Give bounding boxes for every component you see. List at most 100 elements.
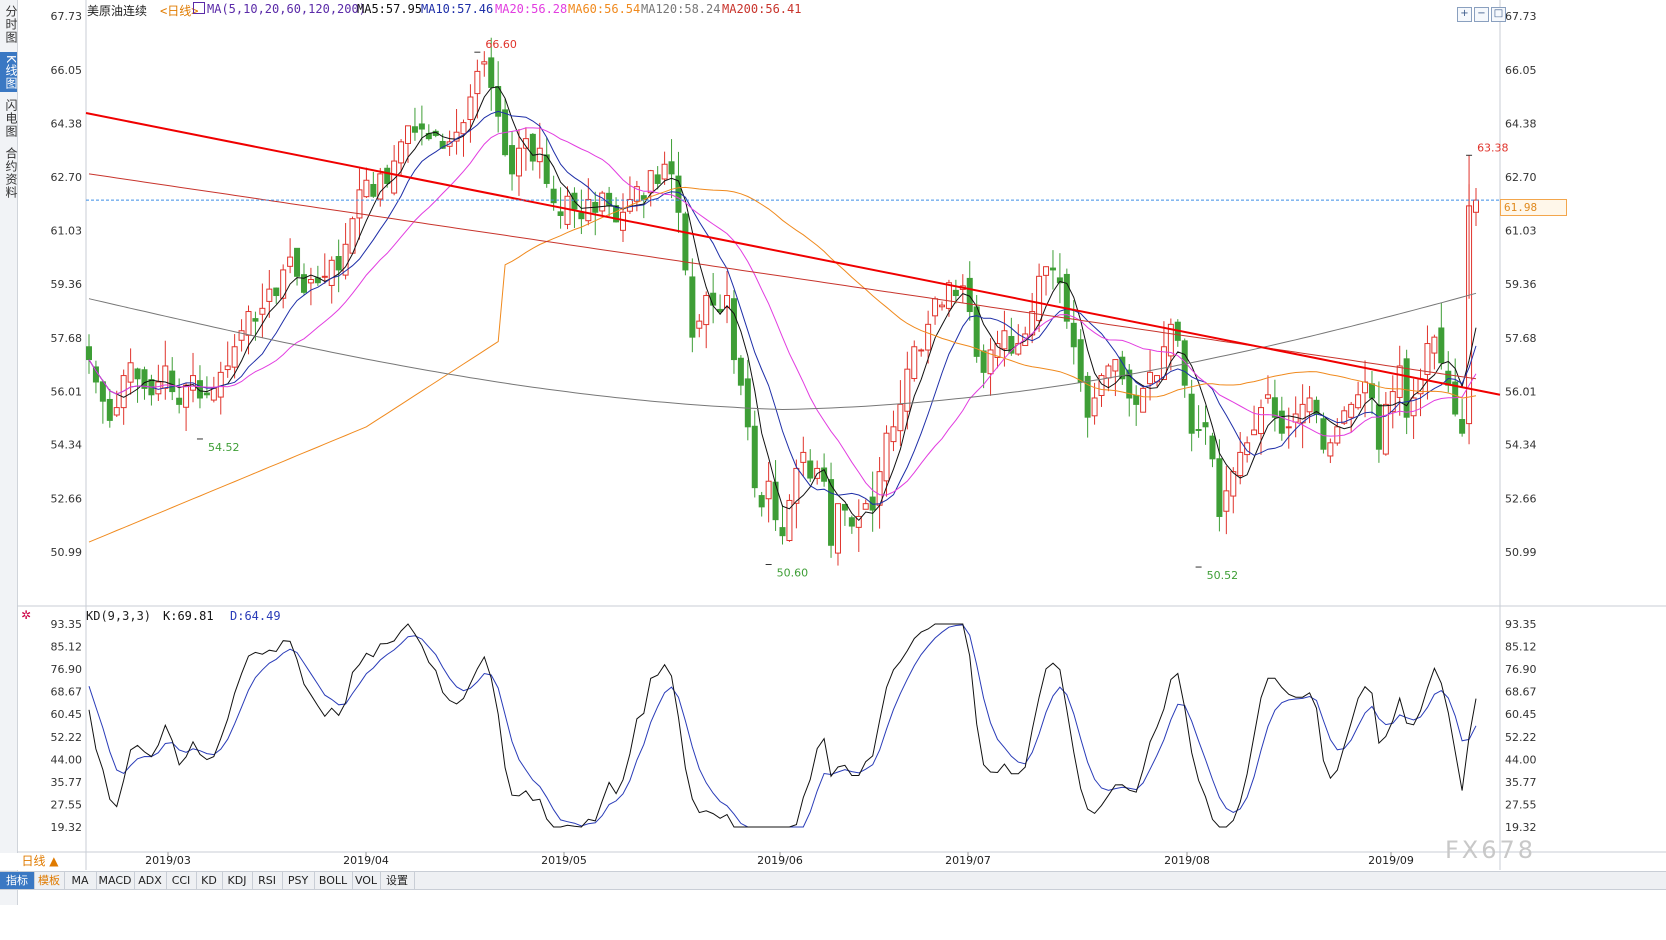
candle-body [543,154,550,184]
indicator-tab-5[interactable]: CCI [166,872,197,889]
ma60-value: MA60:56.54 [568,2,641,16]
candle-body [1403,358,1410,418]
candle-body [113,407,120,416]
left-tab-strip: 分时图 K线图 闪电图 合约资料 [0,0,18,905]
annotation-label-low: 50.60 [777,566,809,579]
candle-body [1389,391,1396,413]
candle-body [411,126,418,133]
kd-d-value: D:64.49 [230,609,281,623]
candle-body [661,163,668,180]
toolbar-icons: + − □ [1457,1,1508,22]
indicator-tab-8[interactable]: RSI [252,872,283,889]
indicator-tab-9[interactable]: PSY [282,872,315,889]
candle-body [106,398,113,421]
price-tick-right: 67.73 [1505,10,1537,23]
candle-body [925,323,932,351]
tab-flash-chart[interactable]: 闪电图 [4,98,18,138]
candle-body [349,218,356,254]
indicator-tab-1[interactable]: 模板 [34,872,65,889]
candle-body [1202,422,1209,428]
candle-body [1271,397,1278,418]
indicator-tab-3[interactable]: MACD [96,872,135,889]
candle-body [987,349,994,375]
candle-body [730,298,737,361]
candle-body [1285,426,1292,429]
candle-body [1396,365,1403,398]
tab-kline-chart[interactable]: K线图 [0,52,18,92]
candle-body [224,365,231,371]
candle-body [1424,343,1431,375]
candle-body [127,362,134,383]
candle-body [86,346,92,361]
tab-time-chart[interactable]: 分时图 [4,4,18,44]
candle-body [751,425,758,489]
zoom-in-icon[interactable]: + [1457,7,1472,22]
candle-body [453,131,460,142]
candle-body [744,378,751,428]
candle-body [287,256,294,267]
indicator-tab-0[interactable]: 指标 [0,872,35,889]
candle-body [259,307,266,315]
price-tick-right: 62.70 [1505,171,1537,184]
candle-body [1043,266,1050,276]
candle-body [238,330,245,341]
indicator-tab-7[interactable]: KDJ [222,872,253,889]
candle-body [1056,277,1063,284]
candle-body [99,381,106,402]
kd-tick-right: 93.35 [1505,618,1537,631]
candle-body [391,160,398,194]
chart-canvas[interactable]: 67.73 67.73 66.05 66.05 64.38 64.38 62.70 62.70… [17,0,1666,872]
price-tick-right: 61.03 [1505,225,1537,238]
last-price-tag: 61.98 [1500,199,1567,216]
candle-body [1195,428,1202,431]
candle-body [613,205,620,223]
indicator-tab-10[interactable]: BOLL [314,872,353,889]
indicator-settings-icon[interactable]: ✲ [21,608,32,622]
candle-body [869,496,876,511]
time-axis-label: 2019/05 [541,854,587,867]
kd-tick-right: 85.12 [1505,641,1537,654]
candle-body [682,213,689,271]
candle-body [758,495,765,508]
kd-k-value: K:69.81 [163,609,214,623]
candle-body [294,247,301,277]
candle-body [1251,429,1258,436]
candle-body [363,179,370,198]
kd-tick-left: 52.22 [51,731,83,744]
indicator-tab-12[interactable]: 设置 [380,872,415,889]
candle-body [1160,346,1167,381]
candle-body [828,479,835,546]
candle-body [405,125,412,144]
indicator-tab-6[interactable]: KD [196,872,223,889]
candle-body [1077,339,1084,383]
candle-body [703,295,710,326]
candle-body [1070,322,1077,348]
candle-body [918,349,925,352]
kd-tick-left: 19.32 [51,821,83,834]
kd-tick-left: 27.55 [51,798,83,811]
candle-body [321,275,328,278]
candle-body [1084,375,1091,418]
zoom-out-icon[interactable]: − [1474,7,1489,22]
indicator-tab-2[interactable]: MA [64,872,97,889]
price-tick-left: 64.38 [51,117,83,130]
candle-body [196,380,203,399]
candle-body [557,211,564,216]
period-selector-button[interactable]: 日线 ▲ [0,853,80,870]
fullscreen-icon[interactable]: □ [1491,7,1506,22]
kd-tick-left: 76.90 [51,663,83,676]
candle-body [1091,397,1098,417]
kd-k-line [88,623,1477,828]
indicator-tab-11[interactable]: VOL [352,872,381,889]
candle-body [1237,451,1244,477]
indicator-tab-4[interactable]: ADX [134,872,167,889]
candle-body [467,96,474,121]
kd-tick-left: 60.45 [51,708,83,721]
kd-tick-right: 44.00 [1505,753,1537,766]
candle-body [550,188,557,204]
candle-body [280,269,287,299]
candle-body [231,346,238,368]
candles [86,37,1479,566]
tab-contract-info[interactable]: 合约资料 [4,147,18,199]
price-tick-left: 67.73 [51,10,83,23]
